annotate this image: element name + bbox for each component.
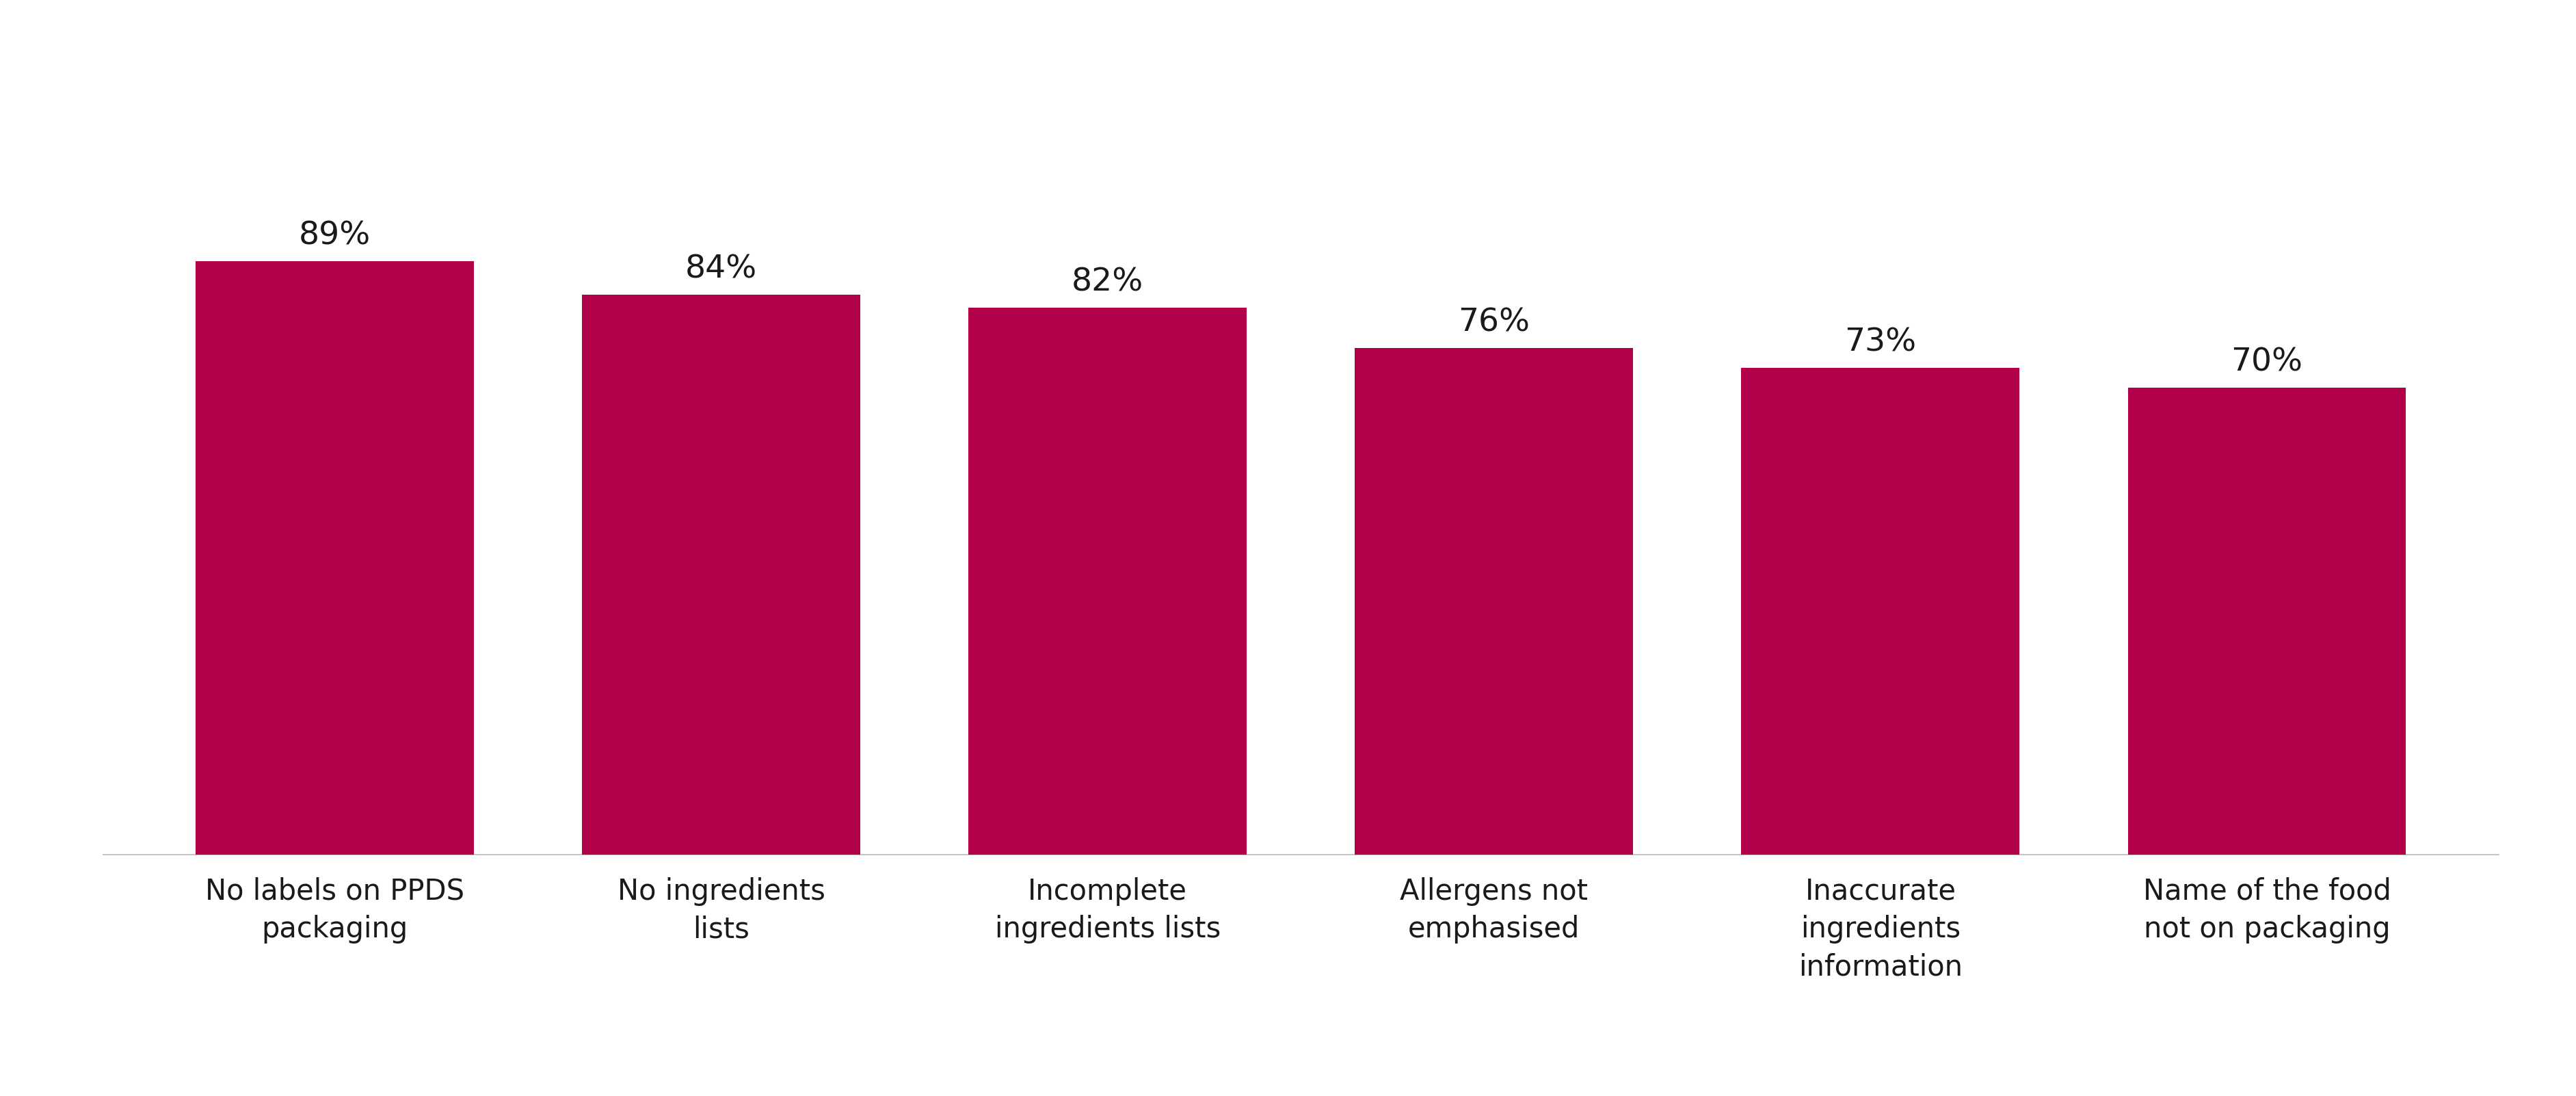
Text: 82%: 82% xyxy=(1072,267,1144,298)
Text: 84%: 84% xyxy=(685,253,757,285)
Bar xyxy=(1355,347,1633,855)
Bar xyxy=(582,295,860,855)
Text: 89%: 89% xyxy=(299,220,371,251)
Bar xyxy=(1741,368,2020,855)
Bar xyxy=(969,308,1247,855)
Text: 70%: 70% xyxy=(2231,347,2303,378)
Text: 76%: 76% xyxy=(1458,307,1530,338)
Text: 73%: 73% xyxy=(1844,327,1917,358)
Bar xyxy=(196,261,474,855)
Bar xyxy=(2128,388,2406,855)
